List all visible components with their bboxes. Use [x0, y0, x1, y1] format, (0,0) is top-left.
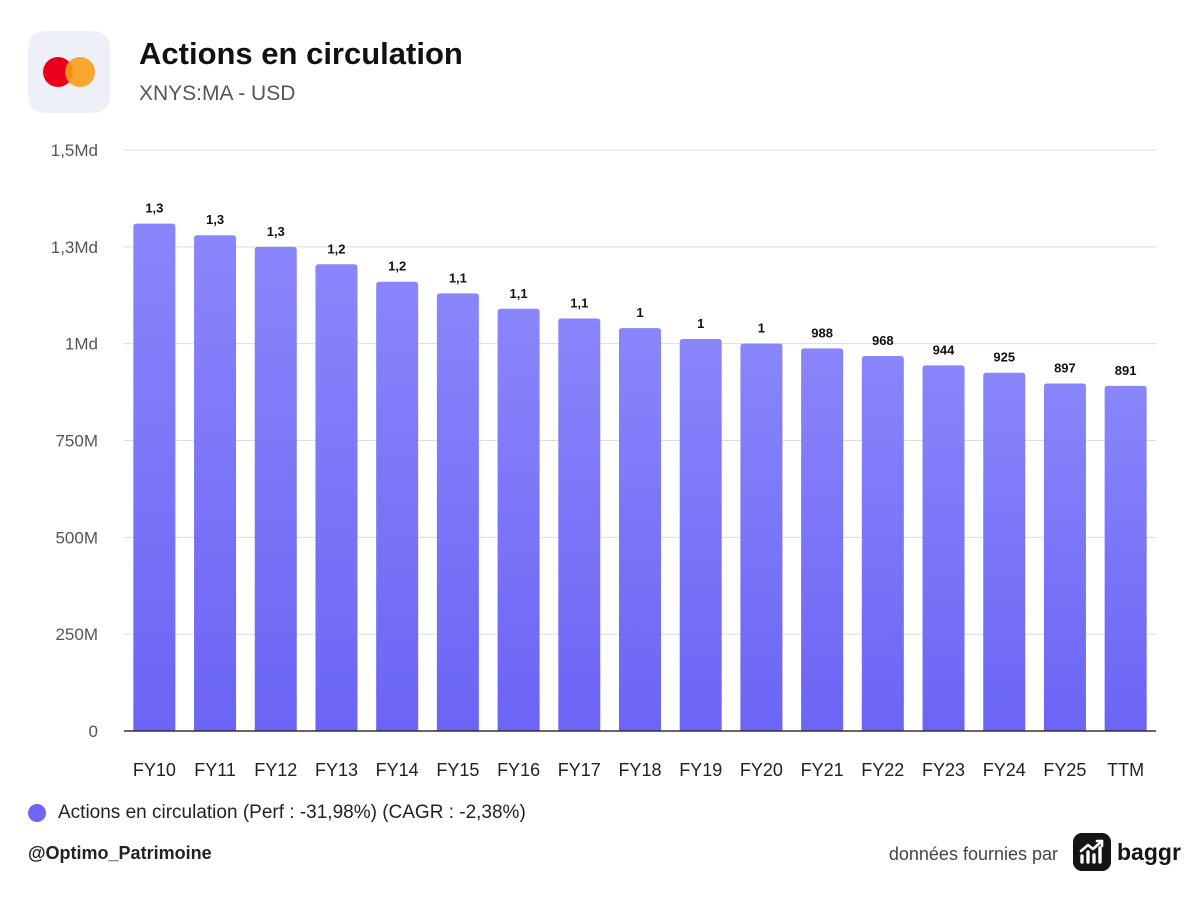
x-tick-label: FY23: [922, 760, 965, 780]
data-label: 1,1: [510, 286, 528, 301]
x-tick-label: FY15: [436, 760, 479, 780]
x-tick-label: FY13: [315, 760, 358, 780]
bar: [1043, 383, 1086, 731]
x-tick-label: FY19: [679, 760, 722, 780]
brand-logo-tile: [28, 31, 110, 113]
y-tick-label: 0: [89, 722, 98, 741]
bar: [133, 223, 176, 732]
bar: [254, 246, 297, 732]
bar: [436, 293, 479, 731]
data-label: 925: [993, 350, 1015, 365]
data-label: 1,1: [449, 270, 467, 285]
bar: [740, 343, 783, 731]
data-label: 1,2: [388, 259, 406, 274]
x-tick-label: TTM: [1107, 760, 1144, 780]
x-tick-label: FY20: [740, 760, 783, 780]
legend-label: Actions en circulation (Perf : -31,98%) …: [58, 802, 526, 823]
data-label: 988: [811, 325, 833, 340]
x-tick-label: FY22: [861, 760, 904, 780]
bar: [801, 348, 844, 731]
y-tick-label: 500M: [55, 528, 98, 547]
x-tick-label: FY10: [133, 760, 176, 780]
baggr-brand-name: baggr: [1117, 839, 1181, 865]
ticker-subtitle: XNYS:MA - USD: [139, 82, 296, 105]
x-tick-label: FY11: [194, 760, 236, 780]
x-tick-label: FY24: [983, 760, 1026, 780]
x-tick-label: FY18: [618, 760, 661, 780]
x-tick-label: FY17: [558, 760, 601, 780]
bar: [376, 281, 419, 731]
data-label: 1: [697, 316, 704, 331]
bar: [558, 318, 601, 731]
data-label: 897: [1054, 361, 1076, 376]
data-label: 1,1: [570, 295, 588, 310]
y-tick-label: 1Md: [65, 335, 98, 354]
y-tick-label: 750M: [55, 432, 98, 451]
bar: [1104, 385, 1147, 731]
data-label: 1,3: [267, 224, 285, 239]
bar: [679, 339, 722, 731]
x-tick-label: FY14: [376, 760, 419, 780]
bar: [619, 328, 661, 731]
y-tick-label: 1,5Md: [51, 141, 98, 160]
bar: [497, 308, 540, 731]
bar: [922, 365, 965, 731]
y-tick-label: 1,3Md: [51, 238, 98, 257]
x-tick-label: FY25: [1043, 760, 1086, 780]
data-label: 968: [872, 333, 894, 348]
data-label: 1,2: [327, 241, 345, 256]
bar-chart: 0 250M 500M 750M 1Md 1,3Md 1,5Md 1,3 FY10 1,3 FY11…: [51, 141, 1156, 780]
bar: [194, 235, 237, 732]
data-label: 1,3: [206, 212, 224, 227]
author-handle: @Optimo_Patrimoine: [28, 843, 212, 863]
mastercard-logo-icon: [43, 57, 95, 87]
chart-legend: Actions en circulation (Perf : -31,98%) …: [28, 802, 526, 824]
x-tick-label: FY21: [801, 760, 844, 780]
data-label: 1: [758, 321, 765, 336]
bar: [861, 356, 904, 731]
y-tick-label: 250M: [55, 625, 98, 644]
bar: [983, 372, 1026, 731]
baggr-chart-icon: [1073, 833, 1111, 871]
data-label: 1,3: [145, 201, 163, 216]
data-label: 944: [933, 342, 955, 357]
data-label: 891: [1115, 363, 1137, 378]
bar: [315, 264, 358, 731]
legend-marker: [28, 804, 46, 822]
data-label: 1: [636, 305, 643, 320]
page-title: Actions en circulation: [139, 36, 463, 71]
x-tick-label: FY12: [254, 760, 297, 780]
data-source-text: données fournies par: [888, 844, 1058, 864]
x-tick-label: FY16: [497, 760, 540, 780]
